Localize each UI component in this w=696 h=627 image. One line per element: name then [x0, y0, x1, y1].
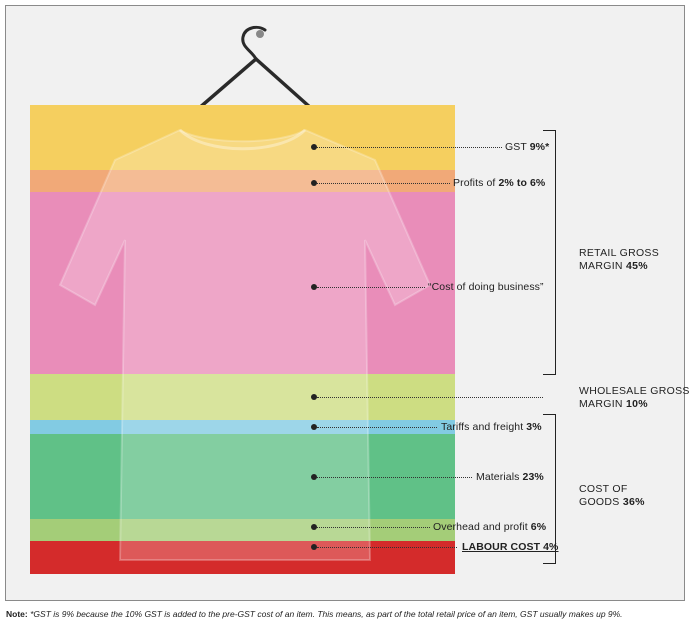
label-overhead: Overhead and profit 6% — [433, 521, 547, 533]
marker-dot-overhead — [311, 524, 317, 530]
marker-dot-wholesale — [311, 394, 317, 400]
group-label-cost: COST OF GOODS 36% — [579, 483, 645, 508]
footnote: Note: *GST is 9% because the 10% GST is … — [6, 609, 623, 619]
marker-dot-profits — [311, 180, 317, 186]
marker-dot-materials — [311, 474, 317, 480]
band-materials — [30, 434, 455, 519]
bracket-retail — [543, 130, 556, 375]
label-gst: GST 9%* — [505, 141, 550, 153]
band-gst — [30, 105, 455, 170]
group-label-retail: RETAIL GROSS MARGIN 45% — [579, 247, 660, 272]
band-tariffs — [30, 420, 455, 434]
leader-overhead — [317, 527, 430, 528]
label-business: “Cost of doing business” — [428, 281, 544, 293]
bracket-cost — [543, 414, 556, 564]
leader-materials — [317, 477, 472, 478]
leader-profits — [317, 183, 450, 184]
tshirt-icon — [58, 128, 432, 561]
band-profits — [30, 170, 455, 192]
label-profits: Profits of 2% to 6% — [453, 177, 546, 189]
marker-dot-business — [311, 284, 317, 290]
leader-gst — [317, 147, 502, 148]
marker-dot-tariffs — [311, 424, 317, 430]
leader-tariffs — [317, 427, 437, 428]
label-labour: LABOUR COST 4% — [462, 541, 559, 553]
label-materials: Materials 23% — [476, 471, 544, 483]
marker-dot-gst — [311, 144, 317, 150]
leader-wholesale — [317, 397, 543, 398]
leader-business — [317, 287, 425, 288]
band-overhead — [30, 519, 455, 541]
leader-labour — [317, 547, 457, 548]
label-tariffs: Tariffs and freight 3% — [441, 421, 542, 433]
marker-dot-labour — [311, 544, 317, 550]
group-label-wholesale: WHOLESALE GROSS MARGIN 10% — [579, 385, 690, 410]
band-business — [30, 192, 455, 374]
band-labour — [30, 541, 455, 574]
